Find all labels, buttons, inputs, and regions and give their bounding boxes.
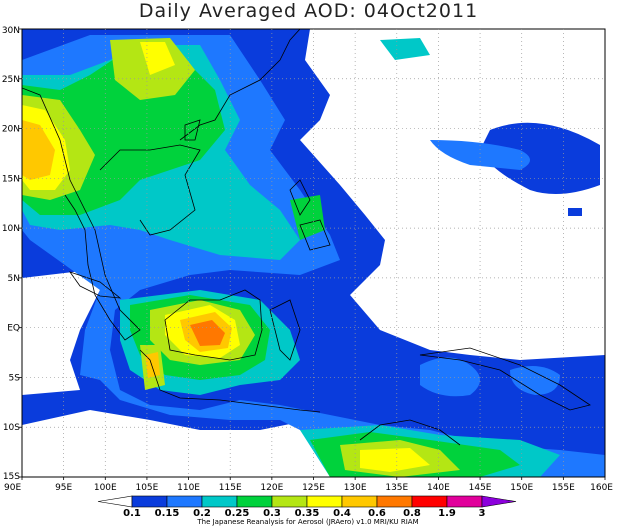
colorbar: 0.1 0.15 0.2 0.25 0.3 0.35 0.4 0.6 0.8 1.9 3 [97, 495, 517, 519]
colorbar-label: 0.6 [368, 508, 386, 519]
data-credit: The Japanese Reanalysis for Aerosol (JRA… [196, 518, 418, 526]
lon-tick-label: 95E [55, 483, 72, 493]
lon-tick-label: 130E [344, 483, 367, 493]
lat-tick-label: 25N [2, 75, 20, 85]
lon-tick-label: 145E [469, 483, 492, 493]
graticule [22, 29, 605, 477]
aod-contour-0.6 [22, 120, 55, 180]
lon-tick-label: 110E [177, 483, 200, 493]
colorbar-label: 0.8 [403, 508, 421, 519]
colorbar-label: 3 [479, 508, 486, 519]
colorbar-label: 0.2 [193, 508, 211, 519]
lon-tick-label: 135E [385, 483, 408, 493]
lat-tick-label: 15S [3, 472, 20, 482]
lat-tick-label: 5N [8, 274, 20, 284]
colorbar-label: 0.35 [295, 508, 320, 519]
lon-tick-label: 125E [302, 483, 325, 493]
colorbar-min-arrow [97, 495, 133, 508]
lon-tick-label: 90E [4, 483, 21, 493]
colorbar-segment [411, 495, 448, 508]
colorbar-segment [376, 495, 413, 508]
map-title: Daily Averaged AOD: 04Oct2011 [138, 0, 479, 22]
colorbar-label: 0.4 [333, 508, 351, 519]
lat-tick-label: EQ [7, 324, 20, 334]
colorbar-max-arrow [481, 495, 517, 508]
coastlines [22, 29, 591, 446]
lon-tick-label: 100E [94, 483, 117, 493]
lon-tick-label: 105E [135, 483, 158, 493]
lon-tick-label: 120E [260, 483, 283, 493]
colorbar-label: 1.9 [438, 508, 456, 519]
colorbar-segment [446, 495, 483, 508]
colorbar-segment [166, 495, 203, 508]
lon-tick-labels: 90E 95E 100E 105E 110E 115E 120E 125E 130E 135E 14… [4, 477, 613, 493]
lon-tick-label: 150E [510, 483, 533, 493]
lat-tick-label: 20N [2, 125, 20, 135]
lon-tick-label: 115E [219, 483, 242, 493]
lon-tick-label: 140E [427, 483, 450, 493]
colorbar-segment [236, 495, 273, 508]
lat-tick-label: 15N [2, 174, 20, 184]
colorbar-segment [271, 495, 308, 508]
colorbar-segment [131, 495, 168, 508]
lon-tick-label: 155E [552, 483, 575, 493]
lat-tick-label: 5S [9, 373, 21, 383]
colorbar-segment [201, 495, 238, 508]
lat-tick-label: 10S [3, 423, 20, 433]
aod-contour-0.8 [190, 320, 225, 346]
colorbar-segment [341, 495, 378, 508]
colorbar-label: 0.3 [263, 508, 281, 519]
lat-tick-label: 10N [2, 224, 20, 234]
colorbar-label: 0.1 [123, 508, 141, 519]
lat-tick-labels: 30N 25N 20N 15N 10N 5N EQ 5S 10S 15S [2, 26, 22, 482]
lon-tick-label: 160E [590, 483, 613, 493]
colorbar-label: 0.25 [225, 508, 250, 519]
colorbar-segment [306, 495, 343, 508]
colorbar-label: 0.15 [155, 508, 180, 519]
lat-tick-label: 30N [2, 26, 20, 36]
